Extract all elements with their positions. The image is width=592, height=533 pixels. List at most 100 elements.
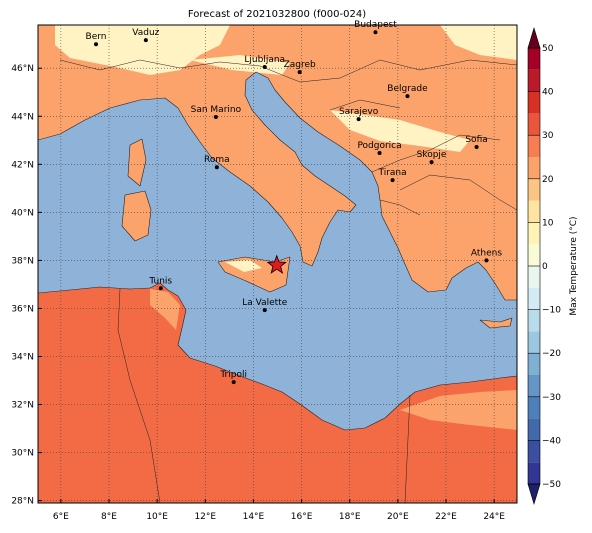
island: [121, 138, 513, 329]
colorbar-tick-label: 50: [542, 44, 554, 54]
city-label: Tunis: [148, 276, 172, 286]
y-tick-label: 36°N: [11, 304, 34, 314]
city-marker: [143, 38, 148, 43]
city-label: Athens: [471, 248, 502, 258]
x-tick-label: 8°E: [101, 512, 117, 522]
colorbar-band: [528, 375, 540, 397]
y-tick-label: 38°N: [11, 256, 34, 266]
star-marker: [266, 254, 287, 274]
colorbar-tick-label: 0: [542, 262, 548, 272]
y-tick-label: 42°N: [11, 160, 34, 170]
city-label: Bern: [86, 32, 107, 42]
colorbar-tick-label: −20: [542, 349, 561, 359]
colorbar-tick-label: −40: [542, 436, 561, 446]
city-marker: [297, 70, 302, 75]
y-tick-label: 28°N: [11, 497, 34, 507]
map-layer: [38, 25, 517, 503]
y-tick-label: 44°N: [11, 112, 34, 122]
city-marker: [231, 380, 236, 385]
map-title: Forecast of 2021032800 (f000-024): [188, 9, 366, 20]
africa: [38, 282, 517, 503]
colorbar-tick-label: −50: [542, 480, 561, 490]
city-marker: [262, 65, 267, 70]
x-tick-label: 14°E: [243, 512, 265, 522]
colorbar-tick-label: 40: [542, 88, 554, 98]
map-frame: [37, 24, 518, 504]
city-marker: [158, 286, 163, 291]
y-tick-label: 30°N: [11, 449, 34, 459]
y-tick-label: 34°N: [11, 352, 34, 362]
colorbar-band: [528, 113, 540, 136]
pale-region: [55, 25, 517, 152]
city-marker: [390, 178, 395, 183]
colorbar-band: [528, 91, 540, 114]
x-tick-label: 12°E: [194, 512, 216, 522]
pale-region: [225, 260, 262, 272]
city-label: Roma: [204, 155, 230, 165]
city-marker: [94, 42, 99, 47]
colorbar-band: [528, 135, 540, 157]
y-tick-label: 32°N: [11, 401, 34, 411]
colorbar-extend: [527, 483, 541, 506]
city-label: Sarajevo: [339, 107, 379, 117]
colorbar-band: [528, 200, 540, 223]
city-label: Skopje: [417, 150, 447, 160]
x-tick-label: 24°E: [483, 512, 505, 522]
colorbar-band: [528, 462, 540, 484]
colorbar-band: [528, 309, 540, 332]
city-marker: [356, 117, 361, 122]
city-marker: [262, 308, 267, 313]
y-tick-label: 40°N: [11, 208, 34, 218]
x-tick-label: 22°E: [435, 512, 457, 522]
city-label: Budapest: [354, 20, 397, 30]
city-label: San Marino: [191, 105, 242, 115]
city-label: Tirana: [377, 168, 406, 178]
colorbar-band: [528, 178, 540, 201]
city-marker: [214, 165, 219, 170]
city-marker: [405, 94, 410, 99]
colorbar-extend: [527, 26, 541, 49]
city-label: Podgorica: [357, 141, 401, 151]
colorbar-band: [528, 69, 540, 92]
colorbar-band: [528, 418, 540, 441]
colorbar-band: [528, 396, 540, 419]
colorbar-band: [528, 244, 540, 266]
x-tick-label: 18°E: [339, 512, 361, 522]
colorbar-band: [528, 48, 540, 70]
city-label: Ljubljana: [244, 55, 285, 65]
city-label: Vaduz: [132, 28, 159, 38]
colorbar-label: Max Temperature (°C): [569, 216, 579, 315]
x-tick-label: 20°E: [387, 512, 409, 522]
colorbar-band: [528, 287, 540, 310]
colorbar-band: [528, 266, 540, 288]
city-label: Belgrade: [387, 84, 428, 94]
y-tick-label: 46°N: [11, 64, 34, 74]
colorbar-tick-label: 10: [542, 218, 554, 228]
colorbar-band: [528, 353, 540, 375]
city-marker: [213, 114, 218, 119]
x-tick-label: 6°E: [53, 512, 69, 522]
colorbar-band: [528, 157, 540, 179]
city-label: La Valette: [242, 298, 287, 308]
x-tick-label: 16°E: [291, 512, 313, 522]
city-marker: [429, 160, 434, 165]
graticule: [38, 25, 517, 503]
warm-patch: [150, 289, 517, 430]
city-label: Tripoli: [219, 370, 247, 380]
colorbar-band: [528, 331, 540, 354]
city-marker: [377, 151, 382, 156]
colorbar-tick-label: 30: [542, 131, 554, 141]
city-label: Sofia: [465, 135, 487, 145]
colorbar-tick-label: −30: [542, 393, 561, 403]
city-marker: [373, 30, 378, 35]
city-marker: [484, 258, 489, 263]
city-marker: [474, 145, 479, 150]
city-label: Zagreb: [284, 60, 316, 70]
x-tick-label: 10°E: [146, 512, 168, 522]
colorbar-band: [528, 222, 540, 245]
colorbar-band: [528, 440, 540, 463]
colorbar-tick-label: 20: [542, 175, 554, 185]
colorbar-tick-label: −10: [542, 306, 561, 316]
